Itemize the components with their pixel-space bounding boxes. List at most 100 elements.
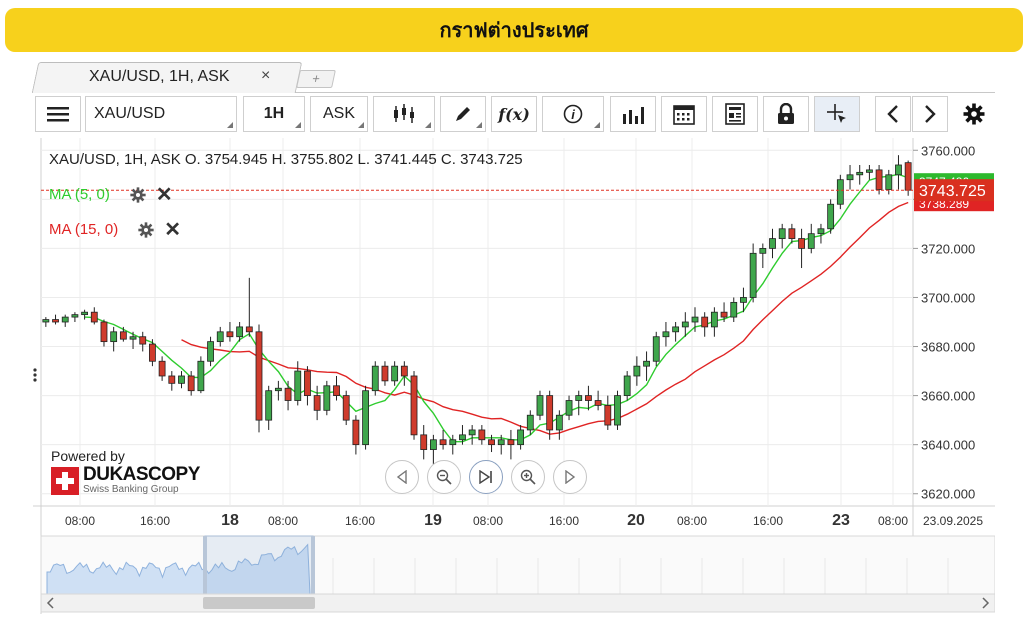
info-button[interactable]: i <box>542 96 604 132</box>
x-tick-label: 18 <box>221 512 239 529</box>
candle <box>720 302 728 322</box>
x-tick-label: 08:00 <box>677 514 707 528</box>
gear-icon[interactable] <box>138 221 154 238</box>
candle <box>662 322 670 347</box>
crosshair-button[interactable] <box>814 96 860 132</box>
tab-close-button[interactable]: × <box>261 67 271 84</box>
close-icon[interactable]: ✕ <box>164 219 181 241</box>
resize-handle-dot <box>33 378 37 382</box>
chart-area[interactable]: 3760.0003740.0003720.0003700.0003680.000… <box>33 138 996 614</box>
triangle-right-icon <box>565 470 576 484</box>
add-tab-button[interactable]: + <box>296 70 336 88</box>
chart-type-button[interactable] <box>373 96 435 132</box>
last-price-tag: 3743.725 <box>919 183 986 200</box>
volume-bars-icon <box>623 107 644 124</box>
candle <box>129 331 137 349</box>
scroll-left-button[interactable] <box>875 96 911 132</box>
zoom-out-button[interactable] <box>427 460 461 494</box>
y-tick-label: 3620.000 <box>921 487 975 502</box>
ohlc-legend: XAU/USD, 1H, ASK O. 3754.945 H. 3755.802… <box>49 151 523 168</box>
candle <box>187 371 195 396</box>
candle <box>526 410 534 435</box>
skip-to-end-icon <box>479 470 492 484</box>
instrument-select[interactable]: XAU/USD <box>85 96 237 132</box>
lock-button[interactable] <box>763 96 809 132</box>
zoom-out-icon <box>436 469 452 485</box>
indicators-button[interactable]: f(x) <box>491 96 537 132</box>
x-tick-label: 08:00 <box>268 514 298 528</box>
price-chart[interactable]: 3760.0003740.0003720.0003700.0003680.000… <box>33 138 996 614</box>
ma-fast-legend: MA (5, 0) ✕ <box>49 182 173 207</box>
ma-slow-label: MA (15, 0) <box>49 221 119 238</box>
candle <box>710 307 718 337</box>
tab-bar: XAU/USD, 1H, ASK × + <box>31 58 995 93</box>
gear-icon[interactable] <box>130 186 146 203</box>
candle <box>836 174 844 210</box>
navigator-panel <box>33 368 996 613</box>
y-tick-label: 3720.000 <box>921 241 975 256</box>
candle <box>420 425 428 460</box>
scroll-left-icon <box>46 597 54 609</box>
calendar-icon <box>673 105 695 125</box>
toolbar: XAU/USD 1H ASK f(x) i <box>33 96 995 136</box>
last-price-tag-box <box>914 179 994 202</box>
scroll-right-icon <box>982 597 990 609</box>
candle <box>410 371 418 440</box>
chart-tab-label: XAU/USD, 1H, ASK <box>89 68 230 85</box>
x-tick-label: 20 <box>627 512 645 529</box>
dukascopy-logo: DUKASCOPY Swiss Banking Group <box>51 465 200 495</box>
period-select[interactable]: 1H <box>243 96 305 132</box>
settings-button[interactable] <box>953 96 995 132</box>
x-tick-label: 23.09.2025 <box>923 514 983 528</box>
powered-by-label: Powered by <box>51 448 125 464</box>
side-select[interactable]: ASK <box>310 96 368 132</box>
candle <box>623 371 631 401</box>
ma-slow-legend: MA (15, 0) ✕ <box>49 217 181 242</box>
candle <box>400 361 408 386</box>
y-tick-label: 3640.000 <box>921 438 975 453</box>
candle <box>856 164 864 185</box>
candle <box>497 434 505 455</box>
gear-icon <box>963 103 985 125</box>
candle <box>865 164 873 180</box>
candle <box>594 390 602 411</box>
candle <box>139 331 147 352</box>
candle <box>391 361 399 386</box>
candle <box>672 322 680 342</box>
scroll-right-button[interactable] <box>912 96 948 132</box>
calendar-button[interactable] <box>661 96 707 132</box>
candle <box>100 319 108 347</box>
menu-button[interactable] <box>35 96 81 132</box>
price-axis: 3760.0003740.0003720.0003700.0003680.000… <box>913 143 994 502</box>
candle <box>323 380 331 416</box>
candle <box>507 429 515 460</box>
scroll-forward-button[interactable] <box>553 460 587 494</box>
candle <box>284 380 292 411</box>
reset-view-button[interactable] <box>469 460 503 494</box>
navigator-series <box>46 543 311 595</box>
candle <box>895 155 902 190</box>
banner-title: กราฟต่างประเทศ <box>439 18 589 42</box>
scroll-back-button[interactable] <box>385 460 419 494</box>
side-value: ASK <box>322 105 355 122</box>
crosshair-icon <box>827 104 846 123</box>
close-icon[interactable]: ✕ <box>155 184 173 206</box>
candle <box>304 366 311 406</box>
candle <box>158 356 166 381</box>
draw-tool-button[interactable] <box>440 96 486 132</box>
x-tick-label: 08:00 <box>473 514 503 528</box>
candle <box>42 317 50 327</box>
candle <box>439 429 447 450</box>
volume-button[interactable] <box>610 96 656 132</box>
y-tick-label: 3660.000 <box>921 389 975 404</box>
candle <box>536 390 544 421</box>
candle <box>294 361 302 406</box>
candle <box>807 223 815 254</box>
zoom-in-button[interactable] <box>511 460 545 494</box>
candle <box>265 385 273 430</box>
news-button[interactable] <box>712 96 758 132</box>
news-icon <box>725 103 745 125</box>
candle <box>449 434 457 455</box>
candle <box>585 385 592 411</box>
candle <box>371 361 379 396</box>
